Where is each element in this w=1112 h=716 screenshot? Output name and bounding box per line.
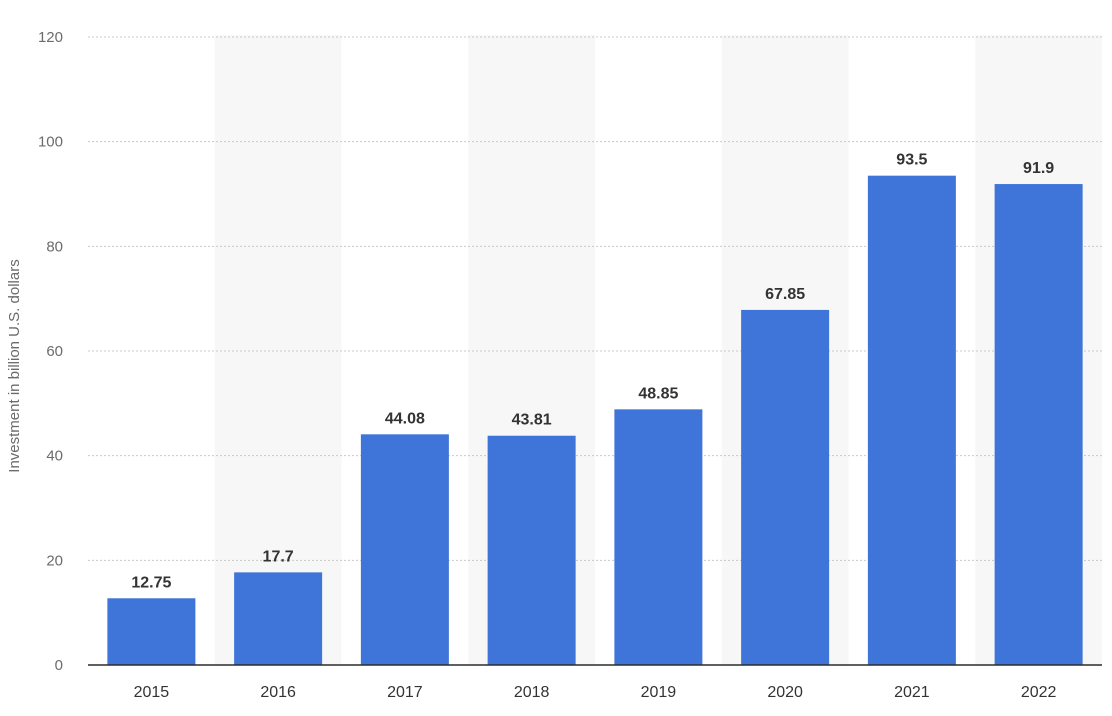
x-tick-label: 2021: [894, 684, 930, 701]
x-tick-label: 2018: [514, 684, 550, 701]
x-axis-ticks: 2015 2016 2017 2018 2019 2020 2021 2022: [134, 684, 1057, 701]
y-tick-label: 120: [38, 29, 63, 46]
y-tick-label: 60: [46, 343, 63, 360]
x-tick-label: 2015: [134, 684, 170, 701]
bar: [234, 572, 323, 665]
data-label: 44.08: [385, 410, 425, 427]
y-tick-label: 100: [38, 134, 63, 151]
data-label: 93.5: [896, 152, 927, 169]
bar: [741, 309, 830, 665]
bar: [487, 435, 576, 665]
bar: [994, 184, 1083, 665]
bar: [360, 434, 449, 665]
column-band: [214, 35, 342, 665]
y-tick-label: 0: [55, 657, 63, 674]
y-tick-label: 40: [46, 448, 63, 465]
data-labels: 12.75 17.7 44.08 43.81 48.85 67.85 93.5 91.9: [131, 152, 1054, 592]
data-label: 12.75: [131, 574, 171, 591]
x-tick-label: 2019: [641, 684, 677, 701]
bar: [614, 409, 703, 665]
x-tick-label: 2017: [387, 684, 423, 701]
y-axis-ticks: 0 20 40 60 80 100 120: [38, 29, 63, 674]
data-label: 17.7: [263, 548, 294, 565]
x-tick-label: 2022: [1021, 684, 1057, 701]
x-tick-label: 2020: [767, 684, 803, 701]
bar: [867, 175, 956, 665]
data-label: 67.85: [765, 286, 805, 303]
y-axis-label: Investment in billion U.S. dollars: [6, 259, 23, 472]
data-label: 43.81: [512, 412, 552, 429]
data-label: 48.85: [638, 385, 678, 402]
data-label: 91.9: [1023, 160, 1054, 177]
bars: [107, 175, 1083, 665]
x-tick-label: 2016: [260, 684, 296, 701]
bar: [107, 598, 196, 665]
y-tick-label: 80: [46, 238, 63, 255]
y-tick-label: 20: [46, 552, 63, 569]
